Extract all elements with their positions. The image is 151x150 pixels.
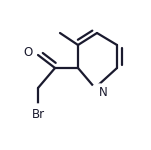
Circle shape [90,84,108,102]
Text: N: N [99,87,108,99]
Circle shape [28,104,48,124]
Text: Br: Br [31,108,45,120]
Circle shape [20,44,36,60]
Text: O: O [23,45,33,58]
